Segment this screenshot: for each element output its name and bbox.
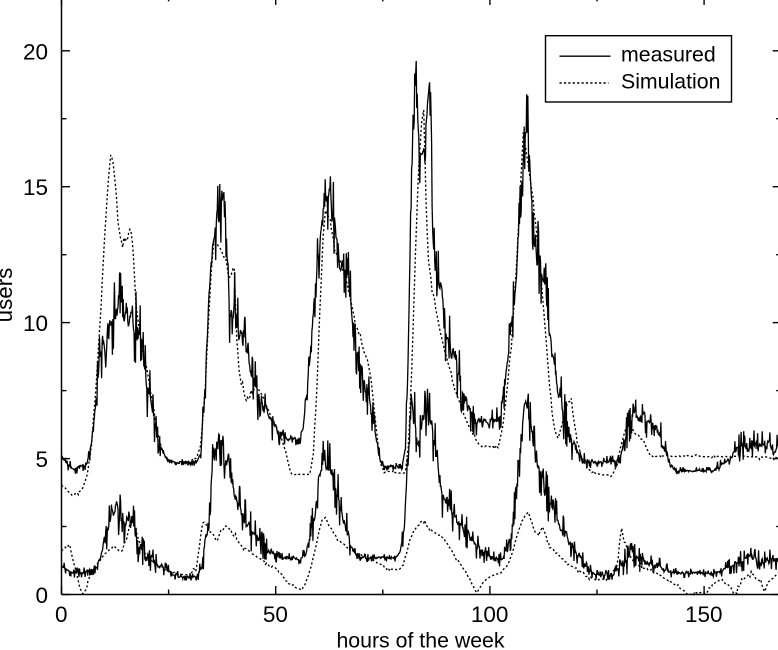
- svg-text:0: 0: [35, 583, 48, 608]
- svg-text:20: 20: [23, 39, 48, 64]
- svg-text:15: 15: [23, 175, 48, 200]
- svg-text:0: 0: [55, 602, 68, 627]
- svg-text:50: 50: [263, 602, 288, 627]
- svg-text:users: users: [0, 268, 17, 323]
- svg-text:150: 150: [685, 602, 723, 627]
- svg-text:10: 10: [23, 311, 48, 336]
- svg-text:measured: measured: [621, 43, 716, 67]
- svg-text:100: 100: [471, 602, 509, 627]
- svg-text:Simulation: Simulation: [621, 70, 720, 94]
- svg-text:hours of the week: hours of the week: [336, 629, 504, 650]
- svg-text:5: 5: [35, 447, 48, 472]
